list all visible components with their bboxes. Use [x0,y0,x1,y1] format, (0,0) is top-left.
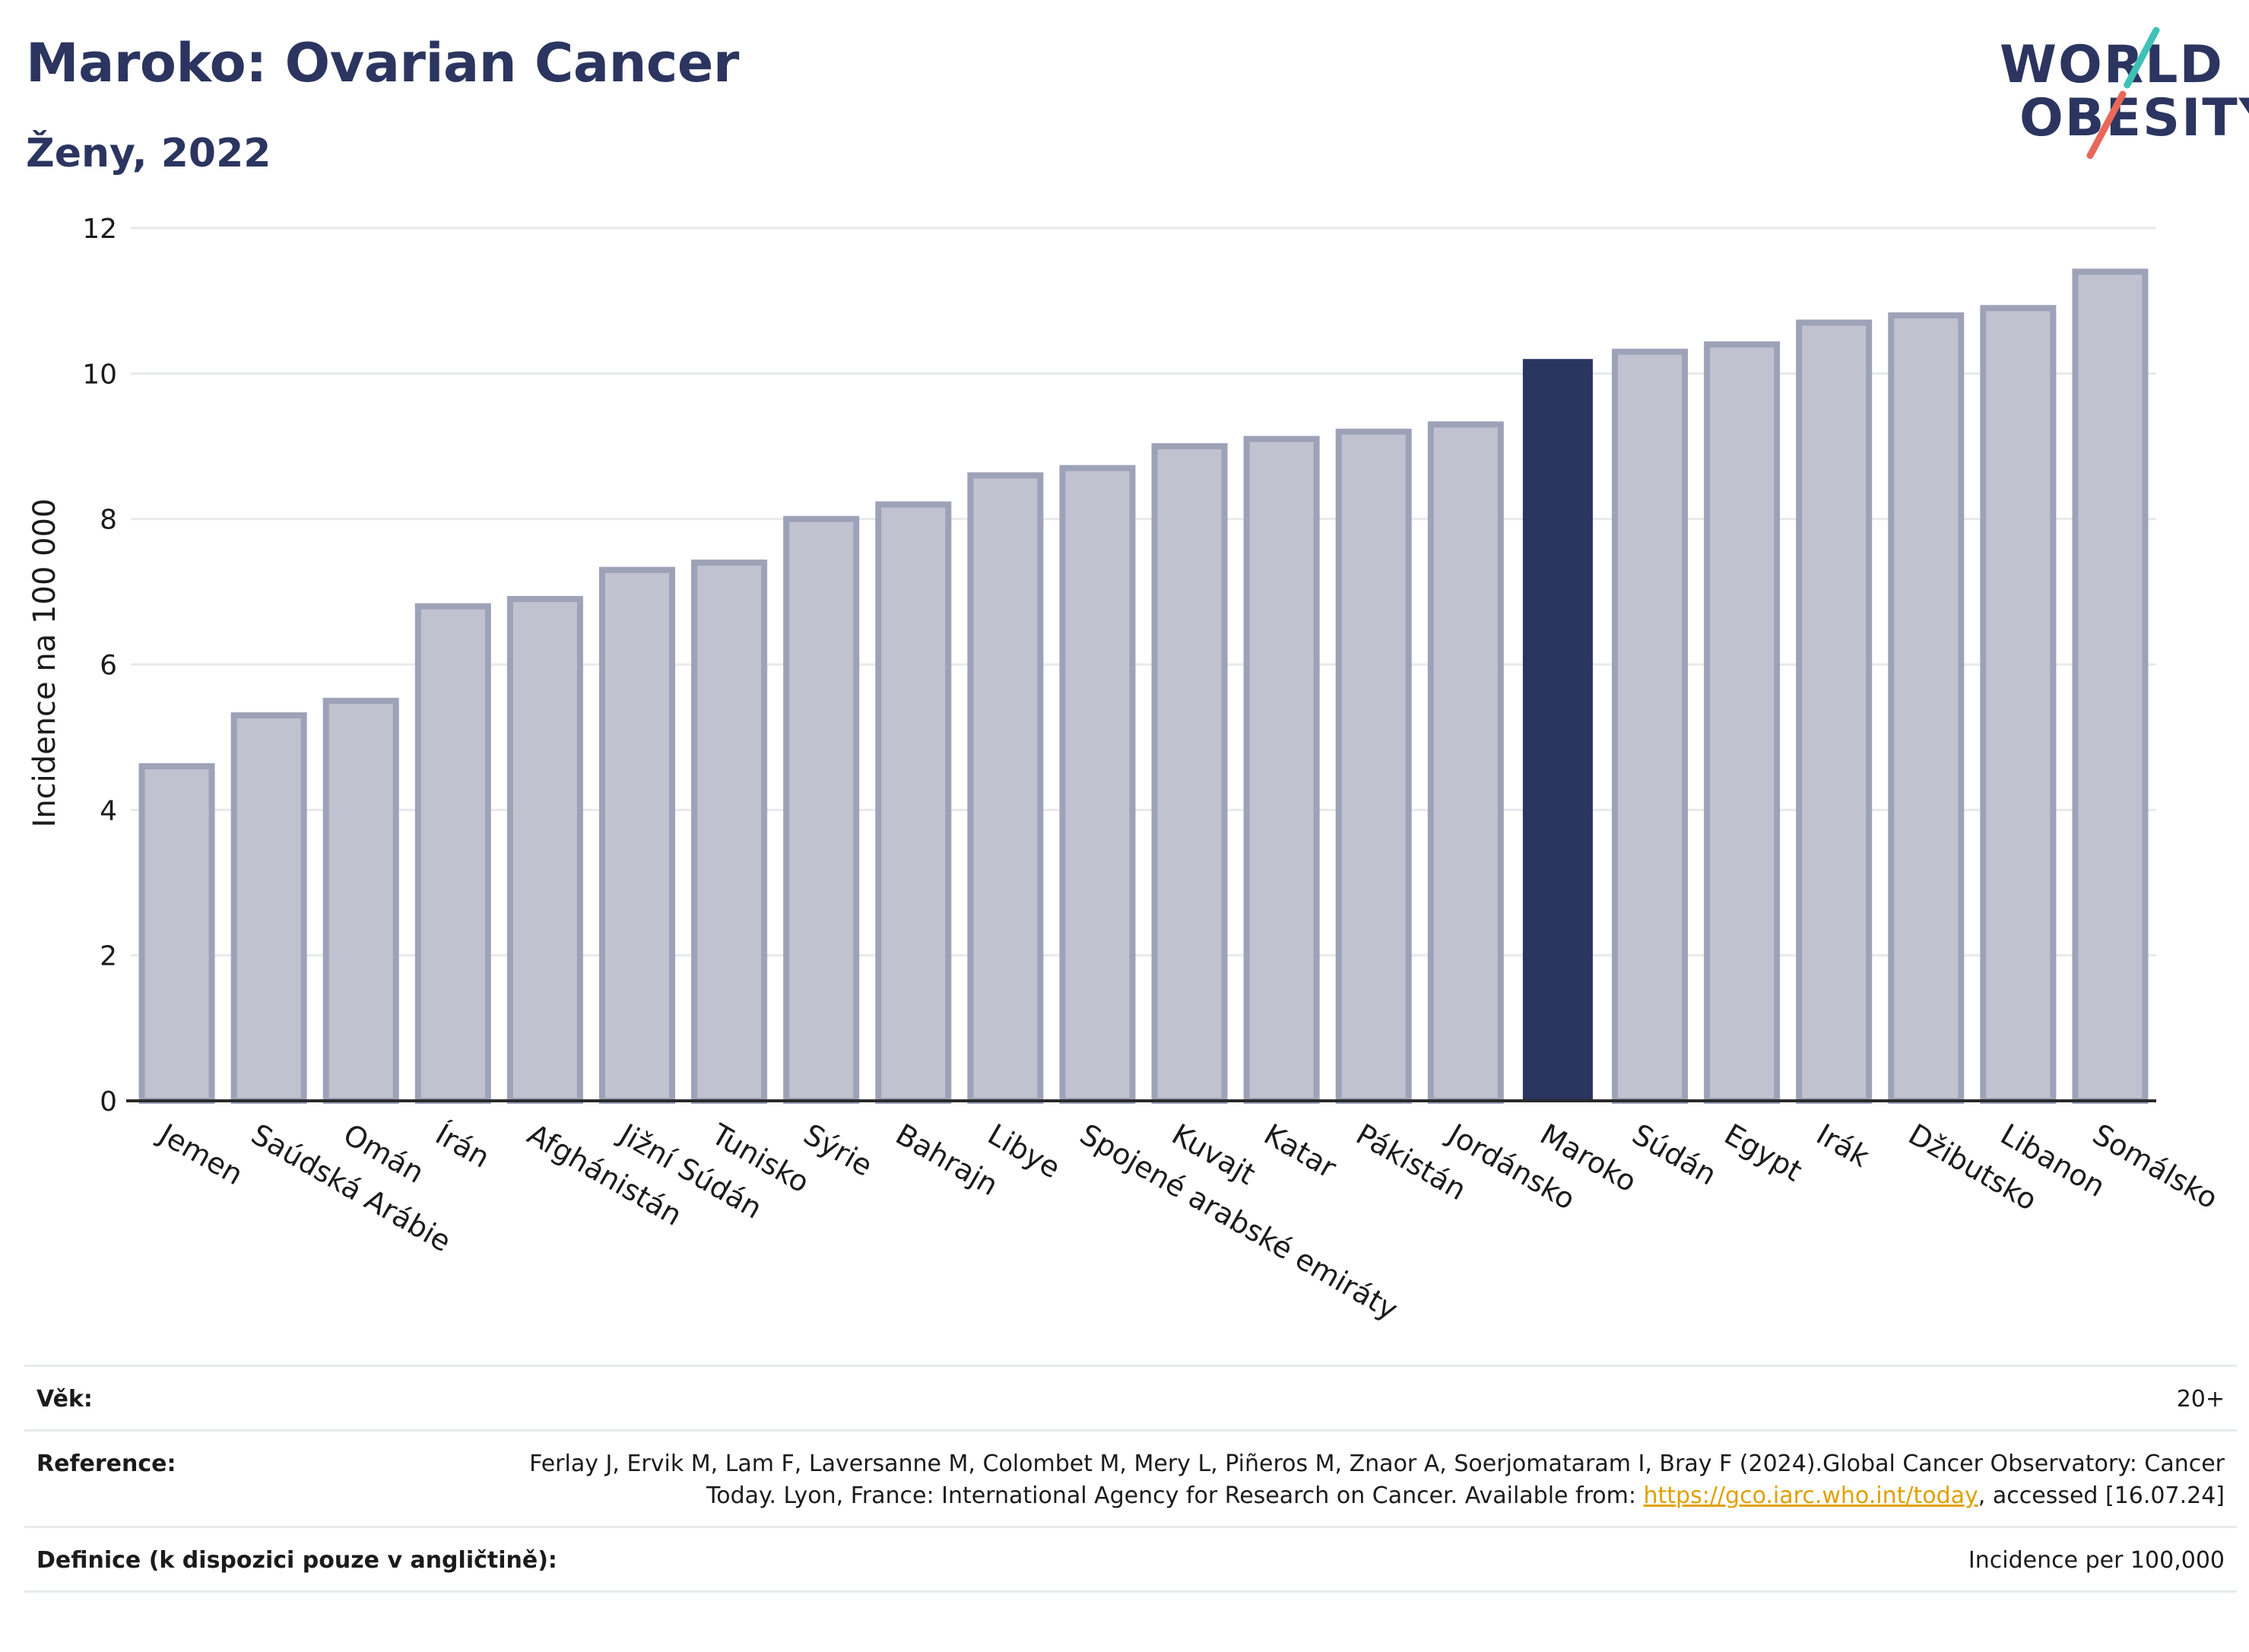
bar [1704,341,1781,1105]
y-tick-label: 10 [82,359,117,390]
bar [1427,421,1504,1104]
y-tick-label: 8 [100,505,117,536]
bar [506,595,583,1104]
y-tick-label: 4 [100,795,117,826]
bar [1980,305,2057,1105]
bar [691,560,768,1105]
y-axis-label: Incidence na 100 000 [27,499,62,828]
world-obesity-logo: WORLD OBESITY [1992,23,2249,160]
chart-subtitle: Ženy, 2022 [26,131,271,176]
age-value: 20+ [2176,1386,2225,1413]
bar [1522,359,1593,1101]
definition-value: Incidence per 100,000 [1968,1547,2225,1574]
bar [2072,268,2149,1104]
reference-label: Reference: [36,1451,176,1477]
logo-line-1: WORLD [2000,35,2224,95]
meta-row-definition: Definice (k dispozici pouze v angličtině… [24,1526,2237,1593]
bar [1888,312,1965,1104]
y-tick-label: 6 [100,650,117,681]
metadata-table: Věk: 20+ Reference: Ferlay J, Ervik M, L… [24,1365,2237,1593]
bar [1151,443,1228,1104]
reference-suffix: , accessed [16.07.24] [1978,1482,2225,1509]
chart-title: Maroko: Ovarian Cancer [26,32,739,94]
definition-label: Definice (k dispozici pouze v angličtině… [36,1547,557,1574]
bar [138,763,215,1105]
x-tick-label: Irák [1811,1118,1875,1174]
x-tick-label: Jemen [152,1117,249,1192]
age-label: Věk: [36,1386,93,1413]
bar [875,501,952,1104]
bar [598,566,676,1104]
bar [967,472,1044,1104]
bar [1335,428,1412,1105]
bar [1796,319,1873,1105]
bar [1243,436,1320,1104]
bar [230,712,307,1104]
x-tick-label: Afghánistán [522,1118,687,1232]
meta-row-age: Věk: 20+ [24,1365,2237,1429]
logo-line-2: OBESITY [2019,88,2249,148]
x-tick-label: Egypt [1719,1118,1808,1188]
bar [414,603,491,1104]
meta-row-reference: Reference: Ferlay J, Ervik M, Lam F, Lav… [24,1429,2237,1526]
y-tick-label: 0 [100,1086,117,1118]
x-tick-label: Írán [430,1118,495,1175]
y-tick-label: 2 [100,941,117,972]
reference-value: Ferlay J, Ervik M, Lam F, Laversanne M, … [476,1448,2225,1512]
bar [1611,348,1689,1104]
bars [138,268,2149,1105]
reference-text: Ferlay J, Ervik M, Lam F, Laversanne M, … [529,1451,2225,1509]
x-tick-label: Bahrajn [890,1118,1004,1203]
reference-link[interactable]: https://gco.iarc.who.int/today [1643,1482,1978,1509]
bar [322,697,399,1104]
bar [783,515,860,1104]
x-tick-label: Súdán [1627,1118,1723,1192]
bar [1059,465,1136,1104]
y-tick-label: 12 [82,214,117,245]
x-tick-label: Somálsko [2087,1118,2224,1216]
x-tick-label: Katar [1258,1118,1342,1185]
